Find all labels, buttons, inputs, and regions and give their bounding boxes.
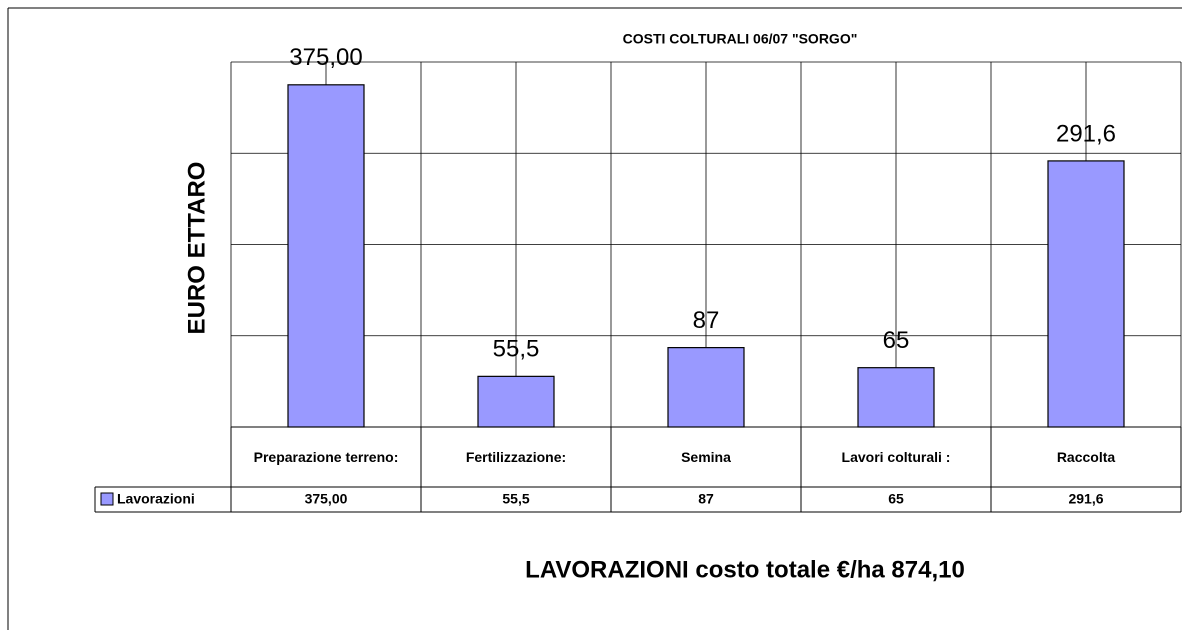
- x-tick-label-box: Raccolta: [1056, 449, 1116, 465]
- x-tick-label: Raccolta: [1056, 449, 1116, 465]
- data-label: 291,6: [1056, 120, 1116, 147]
- table-value: 291,6: [1068, 491, 1103, 507]
- bar: [667, 347, 745, 428]
- x-tick-label: Fertilizzazione:: [465, 449, 567, 465]
- legend-swatch: [100, 492, 114, 506]
- y-axis-label: EURO ETTARO: [183, 162, 210, 335]
- table-value: 87: [698, 491, 714, 507]
- bar: [1047, 160, 1125, 428]
- table-value: 65: [888, 491, 904, 507]
- table-value: 55,5: [502, 491, 529, 507]
- table-value: 375,00: [305, 491, 348, 507]
- data-label: 87: [693, 307, 720, 334]
- x-tick-label-box: Preparazione terreno:: [253, 449, 399, 465]
- x-tick-label-box: Fertilizzazione:: [465, 449, 567, 465]
- chart-title: COSTI COLTURALI 06/07 "SORGO": [623, 31, 858, 47]
- bar: [477, 375, 555, 428]
- x-tick-label: Semina: [681, 449, 731, 465]
- x-tick-label: Lavori colturali :: [841, 449, 951, 465]
- bar: [287, 84, 365, 428]
- data-label: 375,00: [289, 44, 362, 71]
- data-label: 55,5: [493, 336, 540, 363]
- data-label: 65: [883, 327, 910, 354]
- bar: [857, 367, 935, 428]
- x-tick-label-box: Semina: [681, 449, 731, 465]
- x-tick-label-box: Lavori colturali :: [841, 449, 951, 465]
- annotation: LAVORAZIONI costo totale €/ha 874,10: [525, 556, 965, 583]
- x-tick-label: Preparazione terreno:: [253, 449, 399, 465]
- legend-label: Lavorazioni: [117, 491, 195, 507]
